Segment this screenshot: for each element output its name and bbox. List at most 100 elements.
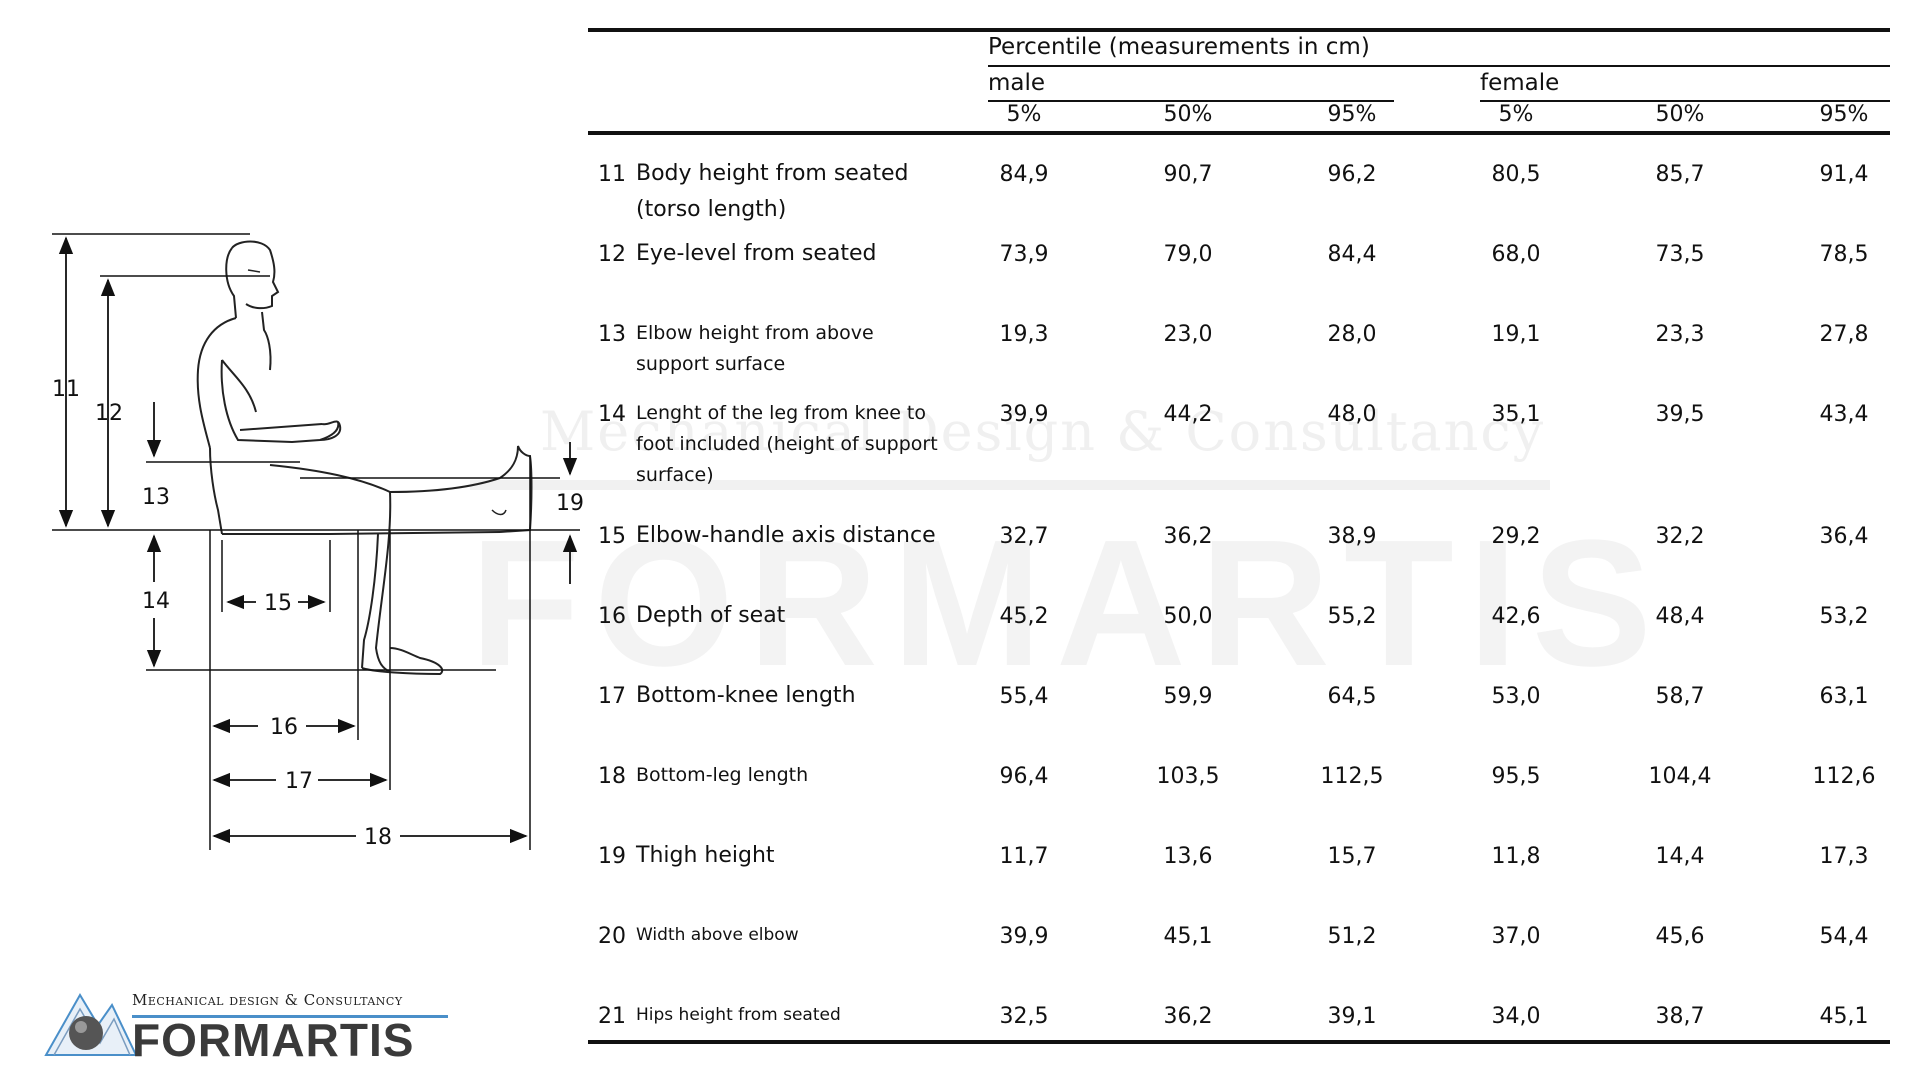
dim-label-15: 15 (264, 591, 292, 616)
pct-male-95: 95% (1327, 102, 1377, 127)
value-cell: 45,6 (1655, 924, 1705, 949)
value-cell: 36,2 (1163, 524, 1213, 549)
value-cell: 54,4 (1819, 924, 1869, 949)
value-cell: 17,3 (1819, 844, 1869, 869)
value-cell: 85,7 (1655, 162, 1705, 187)
value-cell: 84,4 (1327, 242, 1377, 267)
group-female: female (1480, 70, 1560, 96)
pct-male-50: 50% (1163, 102, 1213, 127)
row-label: Bottom-leg length (636, 764, 809, 786)
value-cell: 39,5 (1655, 402, 1705, 427)
value-cell: 36,2 (1163, 1004, 1213, 1029)
dim-label-13: 13 (142, 485, 170, 510)
row-label: Body height from seated (torso length) (636, 161, 909, 222)
pct-female-5: 5% (1498, 102, 1534, 127)
row-label: Eye-level from seated (636, 241, 877, 266)
value-cell: 79,0 (1163, 242, 1213, 267)
value-cell: 11,7 (999, 844, 1049, 869)
row-label: Depth of seat (636, 603, 786, 628)
row-label: Lenght of the leg from knee to foot incl… (636, 402, 938, 486)
value-cell: 35,1 (1491, 402, 1541, 427)
group-male: male (988, 70, 1046, 96)
male-underline (988, 100, 1394, 102)
value-cell: 90,7 (1163, 162, 1213, 187)
dim-label-12: 12 (95, 401, 123, 426)
value-cell: 78,5 (1819, 242, 1869, 267)
row-label: Elbow-handle axis distance (636, 523, 936, 548)
value-cell: 73,5 (1655, 242, 1705, 267)
value-cell: 39,1 (1327, 1004, 1377, 1029)
value-cell: 48,0 (1327, 402, 1377, 427)
value-cell: 19,3 (999, 322, 1049, 347)
row-label: Width above elbow (636, 925, 799, 945)
value-cell: 68,0 (1491, 242, 1541, 267)
value-cell: 34,0 (1491, 1004, 1541, 1029)
pct-female-95: 95% (1819, 102, 1869, 127)
formartis-logo: Mechanical design & Consultancy FORMARTI… (40, 985, 460, 1070)
value-cell: 96,2 (1327, 162, 1377, 187)
row-label: Elbow height from above support surface (636, 322, 874, 375)
value-cell: 55,4 (999, 684, 1049, 709)
value-cell: 13,6 (1163, 844, 1213, 869)
value-cell: 45,2 (999, 604, 1049, 629)
value-cell: 50,0 (1163, 604, 1213, 629)
row-label: Thigh height (636, 843, 775, 868)
value-cell: 73,9 (999, 242, 1049, 267)
value-cell: 27,8 (1819, 322, 1869, 347)
pct-female-50: 50% (1655, 102, 1705, 127)
logo-accent-rule (132, 1015, 448, 1018)
row-number: 21 (598, 1004, 626, 1029)
value-cell: 84,9 (999, 162, 1049, 187)
value-cell: 23,3 (1655, 322, 1705, 347)
value-cell: 23,0 (1163, 322, 1213, 347)
value-cell: 28,0 (1327, 322, 1377, 347)
dim-label-14: 14 (142, 589, 170, 614)
row-number: 19 (598, 844, 626, 869)
table-bottom-rule (588, 1040, 1890, 1044)
value-cell: 103,5 (1156, 764, 1220, 789)
value-cell: 36,4 (1819, 524, 1869, 549)
logo-tagline: Mechanical design & Consultancy (132, 991, 403, 1009)
value-cell: 55,2 (1327, 604, 1377, 629)
value-cell: 91,4 (1819, 162, 1869, 187)
row-number: 15 (598, 524, 626, 549)
dim-label-18: 18 (364, 825, 392, 850)
value-cell: 39,9 (999, 402, 1049, 427)
value-cell: 80,5 (1491, 162, 1541, 187)
seated-figure-diagram: 11 12 13 14 15 16 17 18 19 (52, 233, 584, 850)
value-cell: 51,2 (1327, 924, 1377, 949)
watermark-rule (470, 480, 1550, 490)
table-title: Percentile (measurements in cm) (988, 34, 1370, 60)
value-cell: 45,1 (1819, 1004, 1869, 1029)
value-cell: 32,2 (1655, 524, 1705, 549)
row-number: 17 (598, 684, 626, 709)
value-cell: 14,4 (1655, 844, 1705, 869)
row-number: 14 (598, 402, 626, 427)
row-number: 12 (598, 242, 626, 267)
dim-label-19: 19 (556, 491, 584, 516)
title-underline (988, 65, 1890, 67)
logo-mountain-mark (44, 993, 138, 1056)
value-cell: 95,5 (1491, 764, 1541, 789)
value-cell: 53,2 (1819, 604, 1869, 629)
logo-sphere (69, 1016, 103, 1050)
row-number: 20 (598, 924, 626, 949)
row-label: Hips height from seated (636, 1005, 841, 1025)
value-cell: 64,5 (1327, 684, 1377, 709)
value-cell: 29,2 (1491, 524, 1541, 549)
value-cell: 39,9 (999, 924, 1049, 949)
row-number: 11 (598, 162, 626, 187)
value-cell: 59,9 (1163, 684, 1213, 709)
row-number: 18 (598, 764, 626, 789)
value-cell: 53,0 (1491, 684, 1541, 709)
female-underline (1480, 100, 1890, 102)
dim-label-16: 16 (270, 715, 298, 740)
row-label: Bottom-knee length (636, 683, 856, 708)
value-cell: 43,4 (1819, 402, 1869, 427)
value-cell: 112,6 (1812, 764, 1876, 789)
value-cell: 42,6 (1491, 604, 1541, 629)
value-cell: 58,7 (1655, 684, 1705, 709)
value-cell: 11,8 (1491, 844, 1541, 869)
value-cell: 63,1 (1819, 684, 1869, 709)
table-top-rule (588, 28, 1890, 32)
